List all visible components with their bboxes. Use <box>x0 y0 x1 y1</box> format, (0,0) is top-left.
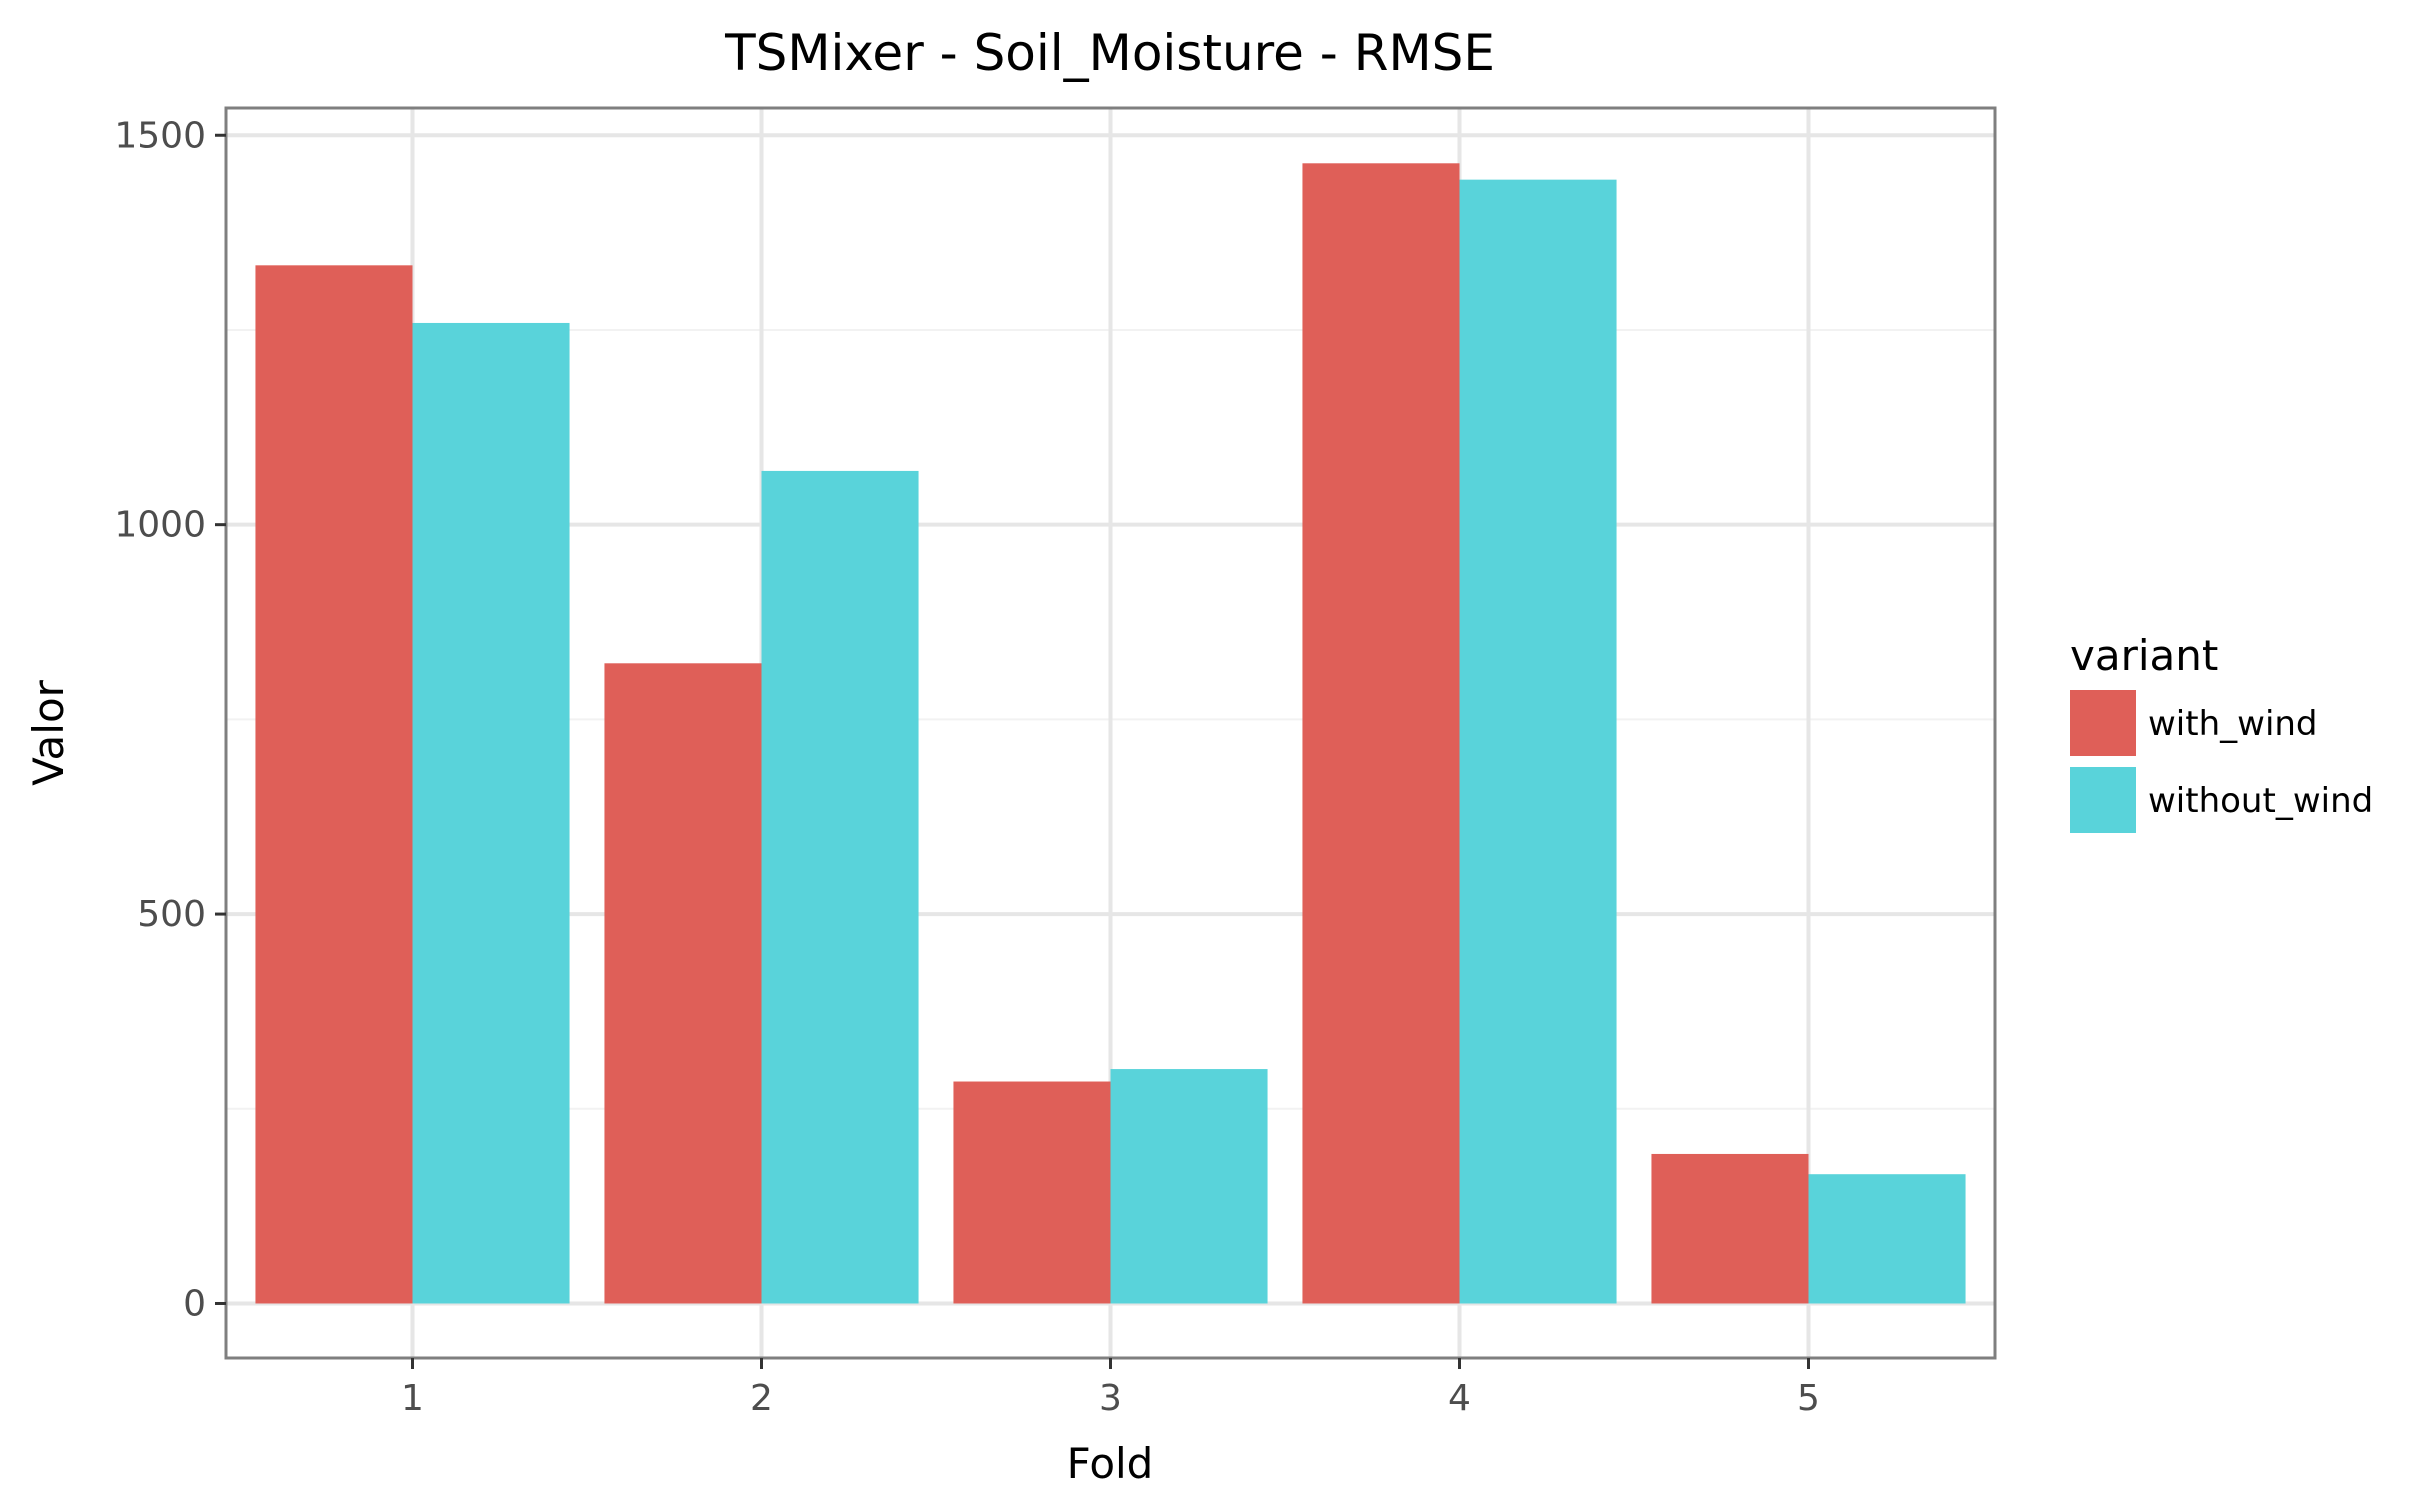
y-tick-label: 500 <box>137 894 206 935</box>
x-axis-title: Fold <box>1067 1439 1154 1488</box>
x-tick-label: 5 <box>1797 1378 1820 1419</box>
legend-label-with_wind: with_wind <box>2148 704 2318 744</box>
bar-without_wind-fold-1 <box>412 322 570 1304</box>
x-tick-label: 3 <box>1099 1378 1122 1419</box>
legend: variant with_wind without_wind <box>2070 631 2373 833</box>
y-tick-label: 0 <box>183 1283 206 1324</box>
bar-with_wind-fold-1 <box>255 265 413 1304</box>
bar-with_wind-fold-3 <box>953 1081 1111 1304</box>
legend-key-without_wind <box>2070 767 2136 833</box>
bar-without_wind-fold-5 <box>1808 1174 1966 1304</box>
x-tick-label: 2 <box>750 1378 773 1419</box>
bars <box>255 163 1966 1304</box>
legend-label-without_wind: without_wind <box>2148 781 2373 821</box>
bar-without_wind-fold-3 <box>1110 1069 1268 1304</box>
bar-without_wind-fold-2 <box>761 470 919 1304</box>
legend-title: variant <box>2070 631 2218 680</box>
chart-title: TSMixer - Soil_Moisture - RMSE <box>724 24 1495 82</box>
bar-without_wind-fold-4 <box>1459 179 1617 1304</box>
y-tick-label: 1000 <box>114 505 206 546</box>
bar-with_wind-fold-2 <box>604 663 762 1304</box>
x-tick-label: 4 <box>1448 1378 1471 1419</box>
bar-with_wind-fold-5 <box>1651 1153 1809 1304</box>
x-tick-label: 1 <box>401 1378 424 1419</box>
legend-key-with_wind <box>2070 690 2136 756</box>
bar-with_wind-fold-4 <box>1302 163 1460 1304</box>
axis-ticks: 0 500 1000 1500 1 2 3 4 5 <box>114 115 1820 1419</box>
y-tick-label: 1500 <box>114 115 206 156</box>
y-axis-title: Valor <box>24 679 73 786</box>
